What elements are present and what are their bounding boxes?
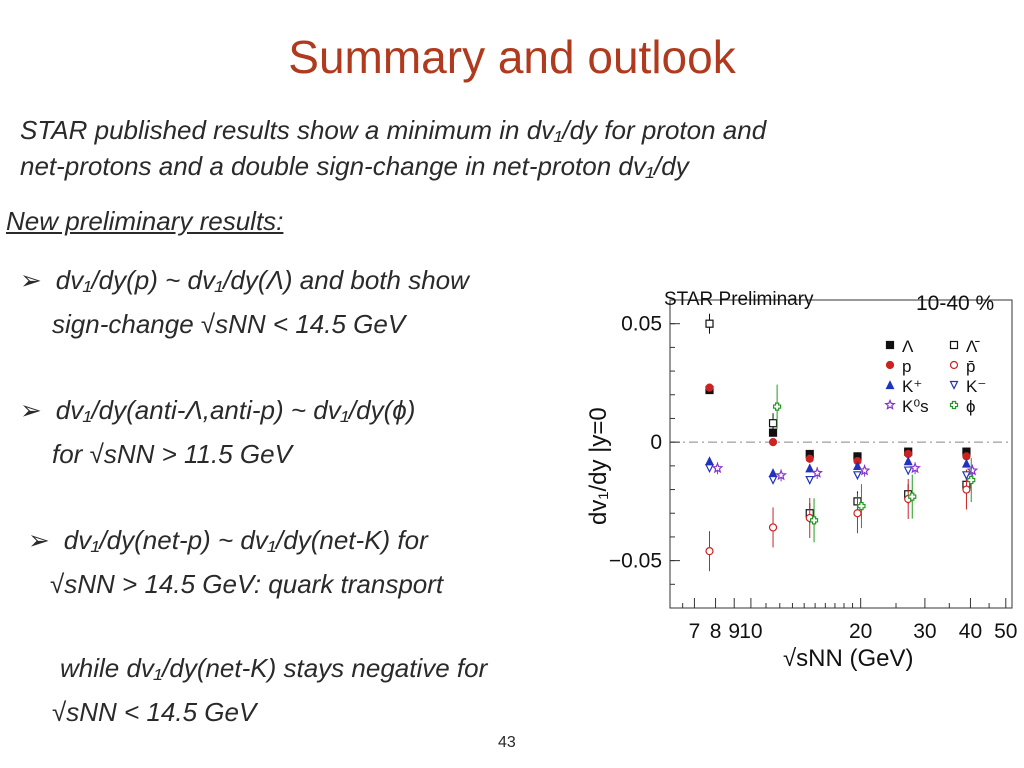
data-point — [775, 469, 787, 481]
data-point — [853, 471, 862, 481]
data-point — [705, 464, 714, 474]
y-tick-label: 0 — [650, 431, 662, 454]
data-point — [773, 402, 782, 411]
intro-line-2: net-protons and a double sign-change in … — [20, 151, 689, 181]
legend-entry: K⁰s — [902, 397, 929, 416]
legend-marker — [885, 340, 895, 350]
bullet-1: ➢ dv₁/dy(p) ~ dv₁/dy(Λ) and both show sig… — [20, 258, 469, 346]
x-tick-label: 30 — [913, 620, 936, 643]
data-point — [809, 516, 819, 525]
data-point — [705, 547, 714, 556]
axis-ticks: 7 8 9 10 20 30 40 50 0.05 0 −0.05 — [609, 313, 1018, 643]
note-line-1: while dv₁/dy(net-K) stays negative for — [60, 653, 488, 683]
plot-area-border — [669, 299, 1013, 609]
data-point — [853, 461, 862, 470]
data-point — [705, 383, 714, 392]
legend-marker — [885, 360, 895, 370]
bullet-1-line-1: dv₁/dy(p) ~ dv₁/dy(Λ) and both show — [55, 265, 469, 295]
intro-text: STAR published results show a minimum in… — [20, 112, 920, 184]
page-number: 43 — [498, 734, 516, 751]
data-point — [908, 492, 917, 501]
y-axis-label: dv₁/dy |y=0 — [585, 407, 612, 525]
data-point — [768, 475, 778, 485]
data-marks — [705, 313, 979, 572]
data-point — [857, 502, 866, 511]
bullet-2-line-1: dv₁/dy(anti-Λ,anti-p) ~ dv₁/dy(ϕ) — [55, 395, 416, 425]
bullet-1-line-2: sign-change √sNN < 14.5 GeV — [52, 309, 406, 339]
data-point — [903, 456, 913, 466]
legend-entry: Λ̄ — [966, 337, 980, 356]
data-point — [966, 464, 979, 476]
legend-marker — [949, 360, 959, 370]
data-point — [705, 456, 714, 466]
bullet-2-line-2: for √sNN > 11.5 GeV — [52, 439, 292, 469]
legend-marker — [949, 340, 959, 350]
legend-marker — [949, 380, 959, 390]
chart-frame — [669, 299, 1013, 609]
legend-entry: ϕ — [966, 397, 976, 416]
data-point — [962, 485, 971, 494]
data-point — [805, 463, 815, 473]
data-point — [768, 523, 778, 532]
x-tick-label: 7 — [689, 620, 701, 643]
bullet-arrow-icon: ➢ — [20, 395, 42, 425]
legend-entry: K⁺ — [902, 377, 922, 396]
v1-slope-chart: 7 8 9 10 20 30 40 50 0.05 0 −0.05 Λ Λ̄ p p̄ K⁺ K⁻ K⁰s ϕ S… — [585, 289, 1018, 672]
section-heading: New preliminary results: — [6, 206, 284, 236]
note-text: while dv₁/dy(net-K) stays negative for √… — [52, 646, 487, 734]
data-point — [768, 438, 778, 447]
data-point — [967, 475, 976, 485]
bullet-3-line-2: √sNN > 14.5 GeV: quark transport — [50, 569, 444, 599]
data-point — [961, 458, 971, 468]
bullet-3: ➢ dv₁/dy(net-p) ~ dv₁/dy(net-K) for √sNN … — [28, 518, 443, 606]
data-point — [705, 319, 714, 328]
data-point — [711, 462, 724, 474]
y-tick-label: −0.05 — [609, 550, 662, 573]
bullet-arrow-icon: ➢ — [28, 525, 50, 555]
data-point — [909, 462, 921, 474]
legend-entry: p — [902, 357, 911, 376]
data-point — [768, 468, 778, 478]
legend: Λ Λ̄ p p̄ K⁺ K⁻ K⁰s ϕ — [884, 337, 986, 416]
data-point — [805, 475, 815, 485]
bullet-3-line-1: dv₁/dy(net-p) ~ dv₁/dy(net-K) for — [63, 525, 428, 555]
legend-marker — [949, 400, 959, 410]
legend-marker — [885, 380, 895, 390]
x-tick-label: 50 — [994, 620, 1017, 643]
legend-entry: Λ — [902, 337, 914, 356]
data-point — [853, 509, 862, 518]
data-point — [811, 466, 823, 478]
legend-marker — [884, 398, 896, 410]
bullet-2: ➢ dv₁/dy(anti-Λ,anti-p) ~ dv₁/dy(ϕ) for √… — [20, 388, 415, 476]
x-tick-label: 9 — [728, 620, 740, 643]
legend-entry: K⁻ — [966, 377, 986, 396]
slide-title: Summary and outlook — [288, 31, 736, 83]
x-tick-label: 8 — [710, 620, 722, 643]
data-point — [805, 454, 814, 463]
y-tick-label: 0.05 — [621, 313, 662, 336]
x-tick-label: 40 — [959, 620, 982, 643]
x-axis-label: √sNN (GeV) — [783, 645, 914, 672]
x-tick-label: 20 — [849, 620, 872, 643]
data-point — [768, 419, 778, 428]
data-point — [858, 464, 871, 476]
legend-entry: p̄ — [966, 357, 975, 376]
data-point — [903, 466, 913, 476]
note-line-2: √sNN < 14.5 GeV — [52, 697, 257, 727]
intro-line-1: STAR published results show a minimum in… — [20, 115, 767, 145]
data-point — [961, 471, 971, 481]
star-preliminary-label: STAR Preliminary — [664, 289, 814, 310]
x-tick-label: 10 — [739, 620, 762, 643]
centrality-label: 10-40 % — [916, 292, 994, 315]
bullet-arrow-icon: ➢ — [20, 265, 42, 295]
